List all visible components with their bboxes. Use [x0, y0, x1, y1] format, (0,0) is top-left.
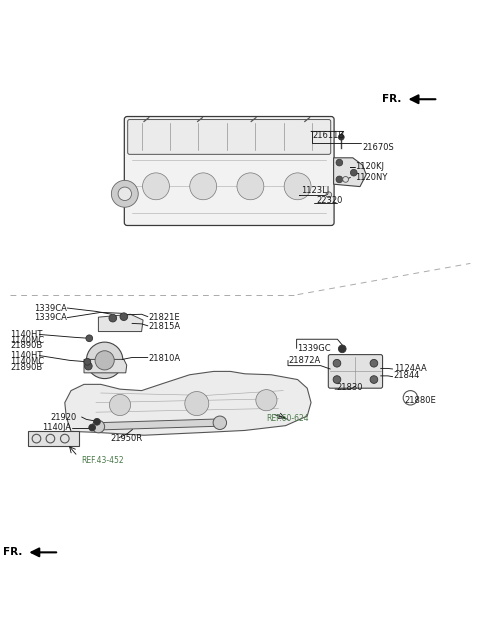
Text: 1339CA: 1339CA	[35, 304, 67, 313]
Text: 1140MC: 1140MC	[11, 357, 45, 366]
Circle shape	[326, 192, 332, 198]
Circle shape	[109, 315, 117, 322]
Text: 1120NY: 1120NY	[355, 173, 387, 182]
Circle shape	[370, 360, 378, 367]
Circle shape	[92, 421, 105, 433]
Text: 21611B: 21611B	[312, 131, 344, 140]
Polygon shape	[334, 158, 366, 187]
Circle shape	[343, 177, 348, 182]
Circle shape	[190, 173, 216, 200]
Text: FR.: FR.	[3, 548, 23, 557]
Circle shape	[143, 173, 169, 200]
Circle shape	[111, 180, 138, 207]
Text: 1123LJ: 1123LJ	[301, 186, 330, 195]
Text: 21950R: 21950R	[110, 434, 143, 443]
Circle shape	[185, 392, 209, 415]
Text: 21890B: 21890B	[11, 363, 43, 372]
Circle shape	[109, 394, 131, 415]
Text: 21844: 21844	[394, 371, 420, 380]
Text: 1339GC: 1339GC	[297, 344, 330, 353]
Text: 1339CA: 1339CA	[35, 313, 67, 322]
Text: 22320: 22320	[317, 196, 343, 205]
Circle shape	[213, 416, 227, 429]
Text: 21830: 21830	[336, 383, 362, 392]
Text: 21890B: 21890B	[11, 342, 43, 351]
Circle shape	[237, 173, 264, 200]
Circle shape	[84, 358, 91, 365]
Text: 21920: 21920	[50, 413, 77, 422]
Circle shape	[84, 362, 92, 370]
Text: 21810A: 21810A	[149, 354, 181, 363]
Circle shape	[284, 173, 311, 200]
Polygon shape	[84, 360, 127, 373]
Text: REF.43-452: REF.43-452	[82, 456, 124, 465]
Text: 1124AA: 1124AA	[394, 363, 426, 372]
Text: 1140MC: 1140MC	[11, 336, 45, 345]
Text: REF.60-624: REF.60-624	[266, 415, 309, 424]
Text: 21872A: 21872A	[288, 356, 320, 365]
Text: 21815A: 21815A	[149, 322, 181, 331]
Circle shape	[89, 424, 96, 431]
Text: FR.: FR.	[383, 94, 402, 104]
Circle shape	[370, 376, 378, 383]
Circle shape	[95, 351, 114, 370]
FancyBboxPatch shape	[128, 119, 331, 154]
Circle shape	[86, 335, 93, 342]
Circle shape	[338, 345, 346, 352]
Circle shape	[94, 419, 100, 425]
Text: 21821E: 21821E	[149, 313, 180, 322]
Circle shape	[336, 159, 343, 166]
Circle shape	[120, 313, 128, 320]
Circle shape	[336, 176, 343, 183]
Text: 1140HT: 1140HT	[11, 330, 43, 339]
Polygon shape	[96, 419, 222, 430]
Circle shape	[333, 376, 341, 383]
FancyBboxPatch shape	[328, 354, 383, 388]
Circle shape	[86, 342, 123, 379]
Polygon shape	[28, 431, 79, 446]
Polygon shape	[98, 315, 143, 331]
Polygon shape	[65, 372, 311, 435]
Circle shape	[350, 169, 357, 176]
Text: 1140HT: 1140HT	[11, 351, 43, 360]
Text: 1140JA: 1140JA	[42, 423, 72, 432]
Text: 1120KJ: 1120KJ	[355, 162, 384, 171]
Text: 21880E: 21880E	[404, 396, 436, 405]
FancyBboxPatch shape	[124, 116, 334, 225]
Circle shape	[333, 360, 341, 367]
Circle shape	[338, 134, 344, 140]
Circle shape	[118, 187, 132, 200]
Text: 21670S: 21670S	[362, 143, 394, 152]
Circle shape	[256, 390, 277, 411]
